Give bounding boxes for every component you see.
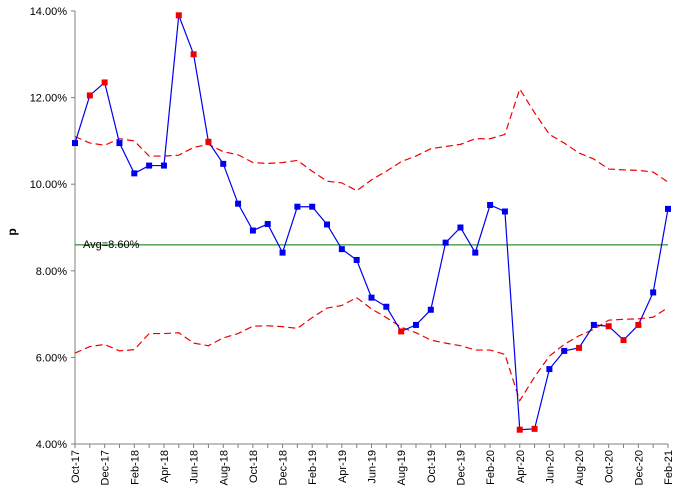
y-tick-label: 12.00%: [30, 93, 68, 105]
data-point-marker: [220, 160, 227, 167]
data-point-marker: [116, 140, 123, 147]
data-point-marker: [590, 321, 597, 328]
y-axis-title: p: [5, 228, 19, 235]
control-limits: [74, 87, 669, 403]
x-tick-label: Dec-18: [278, 450, 290, 485]
upper-control-limit-line: [74, 87, 669, 192]
data-point-marker: [72, 140, 78, 147]
data-point-marker: [175, 12, 182, 19]
x-tick-label: Feb-18: [129, 450, 141, 485]
x-tick-label: Dec-20: [633, 450, 645, 485]
x-tick-label: Feb-20: [485, 450, 497, 485]
y-tick-label: 14.00%: [30, 6, 68, 18]
data-series: [74, 15, 669, 431]
y-tick-label: 4.00%: [36, 439, 67, 451]
x-tick-label: Jun-19: [367, 450, 379, 484]
data-point-marker: [427, 306, 434, 313]
x-tick-label: Feb-21: [663, 450, 675, 485]
x-axis-ticks: Oct-17 Dec-17 Feb-18 Apr-18 Jun-18 Aug-18 Oct-…: [70, 444, 675, 485]
data-point-marker: [235, 200, 242, 207]
data-points: [72, 12, 671, 433]
data-point-marker: [353, 256, 360, 263]
data-point-marker: [309, 203, 316, 210]
data-point-marker: [324, 221, 331, 228]
x-tick-label: Feb-19: [307, 450, 319, 485]
p-series-line: [74, 15, 669, 431]
x-tick-label: Aug-19: [396, 450, 408, 485]
x-tick-label: Jun-18: [189, 450, 201, 484]
data-point-marker: [383, 303, 390, 310]
data-point-marker: [398, 328, 405, 335]
y-tick-label: 6.00%: [36, 352, 67, 364]
x-tick-label: Dec-19: [455, 450, 467, 485]
data-point-marker: [487, 201, 494, 208]
data-point-marker: [501, 208, 508, 215]
data-point-marker: [131, 170, 138, 177]
data-point-marker: [665, 205, 671, 212]
lower-control-limit-line: [74, 296, 669, 403]
data-point-marker: [635, 321, 642, 328]
data-point-marker: [249, 227, 256, 234]
data-point-marker: [442, 239, 449, 246]
x-tick-label: Apr-20: [515, 450, 527, 483]
x-tick-label: Oct-17: [70, 450, 82, 483]
x-tick-label: Aug-20: [574, 450, 586, 485]
x-tick-label: Oct-18: [248, 450, 260, 483]
data-point-marker: [620, 337, 627, 344]
data-point-marker: [516, 426, 523, 433]
data-point-marker: [650, 289, 657, 296]
axes: [74, 11, 668, 445]
x-tick-label: Oct-20: [604, 450, 616, 483]
data-point-marker: [472, 249, 479, 256]
data-point-marker: [294, 203, 301, 210]
x-tick-label: Jun-20: [544, 450, 556, 484]
x-tick-label: Apr-18: [159, 450, 171, 483]
data-point-marker: [205, 138, 212, 145]
x-tick-label: Oct-19: [426, 450, 438, 483]
data-point-marker: [279, 249, 286, 256]
data-point-marker: [146, 162, 153, 169]
x-tick-label: Apr-19: [337, 450, 349, 483]
average-line-group: Avg=8.60%: [75, 239, 668, 251]
data-point-marker: [264, 221, 271, 228]
data-point-marker: [190, 51, 197, 58]
data-point-marker: [531, 425, 538, 432]
average-label: Avg=8.60%: [83, 239, 140, 251]
x-tick-label: Dec-17: [100, 450, 112, 485]
data-point-marker: [576, 344, 583, 351]
y-tick-label: 8.00%: [36, 266, 67, 278]
data-point-marker: [86, 92, 93, 99]
data-point-marker: [605, 323, 612, 330]
data-point-marker: [368, 294, 375, 301]
data-point-marker: [561, 347, 568, 354]
data-point-marker: [160, 162, 167, 169]
data-point-marker: [412, 321, 419, 328]
y-axis-ticks: 4.00% 6.00% 8.00% 10.00% 12.00% 14.00%: [30, 6, 75, 451]
data-point-marker: [546, 366, 553, 373]
x-tick-label: Aug-18: [218, 450, 230, 485]
y-tick-label: 10.00%: [30, 179, 68, 191]
data-point-marker: [338, 246, 345, 253]
data-point-marker: [101, 79, 108, 86]
data-point-marker: [457, 224, 464, 231]
